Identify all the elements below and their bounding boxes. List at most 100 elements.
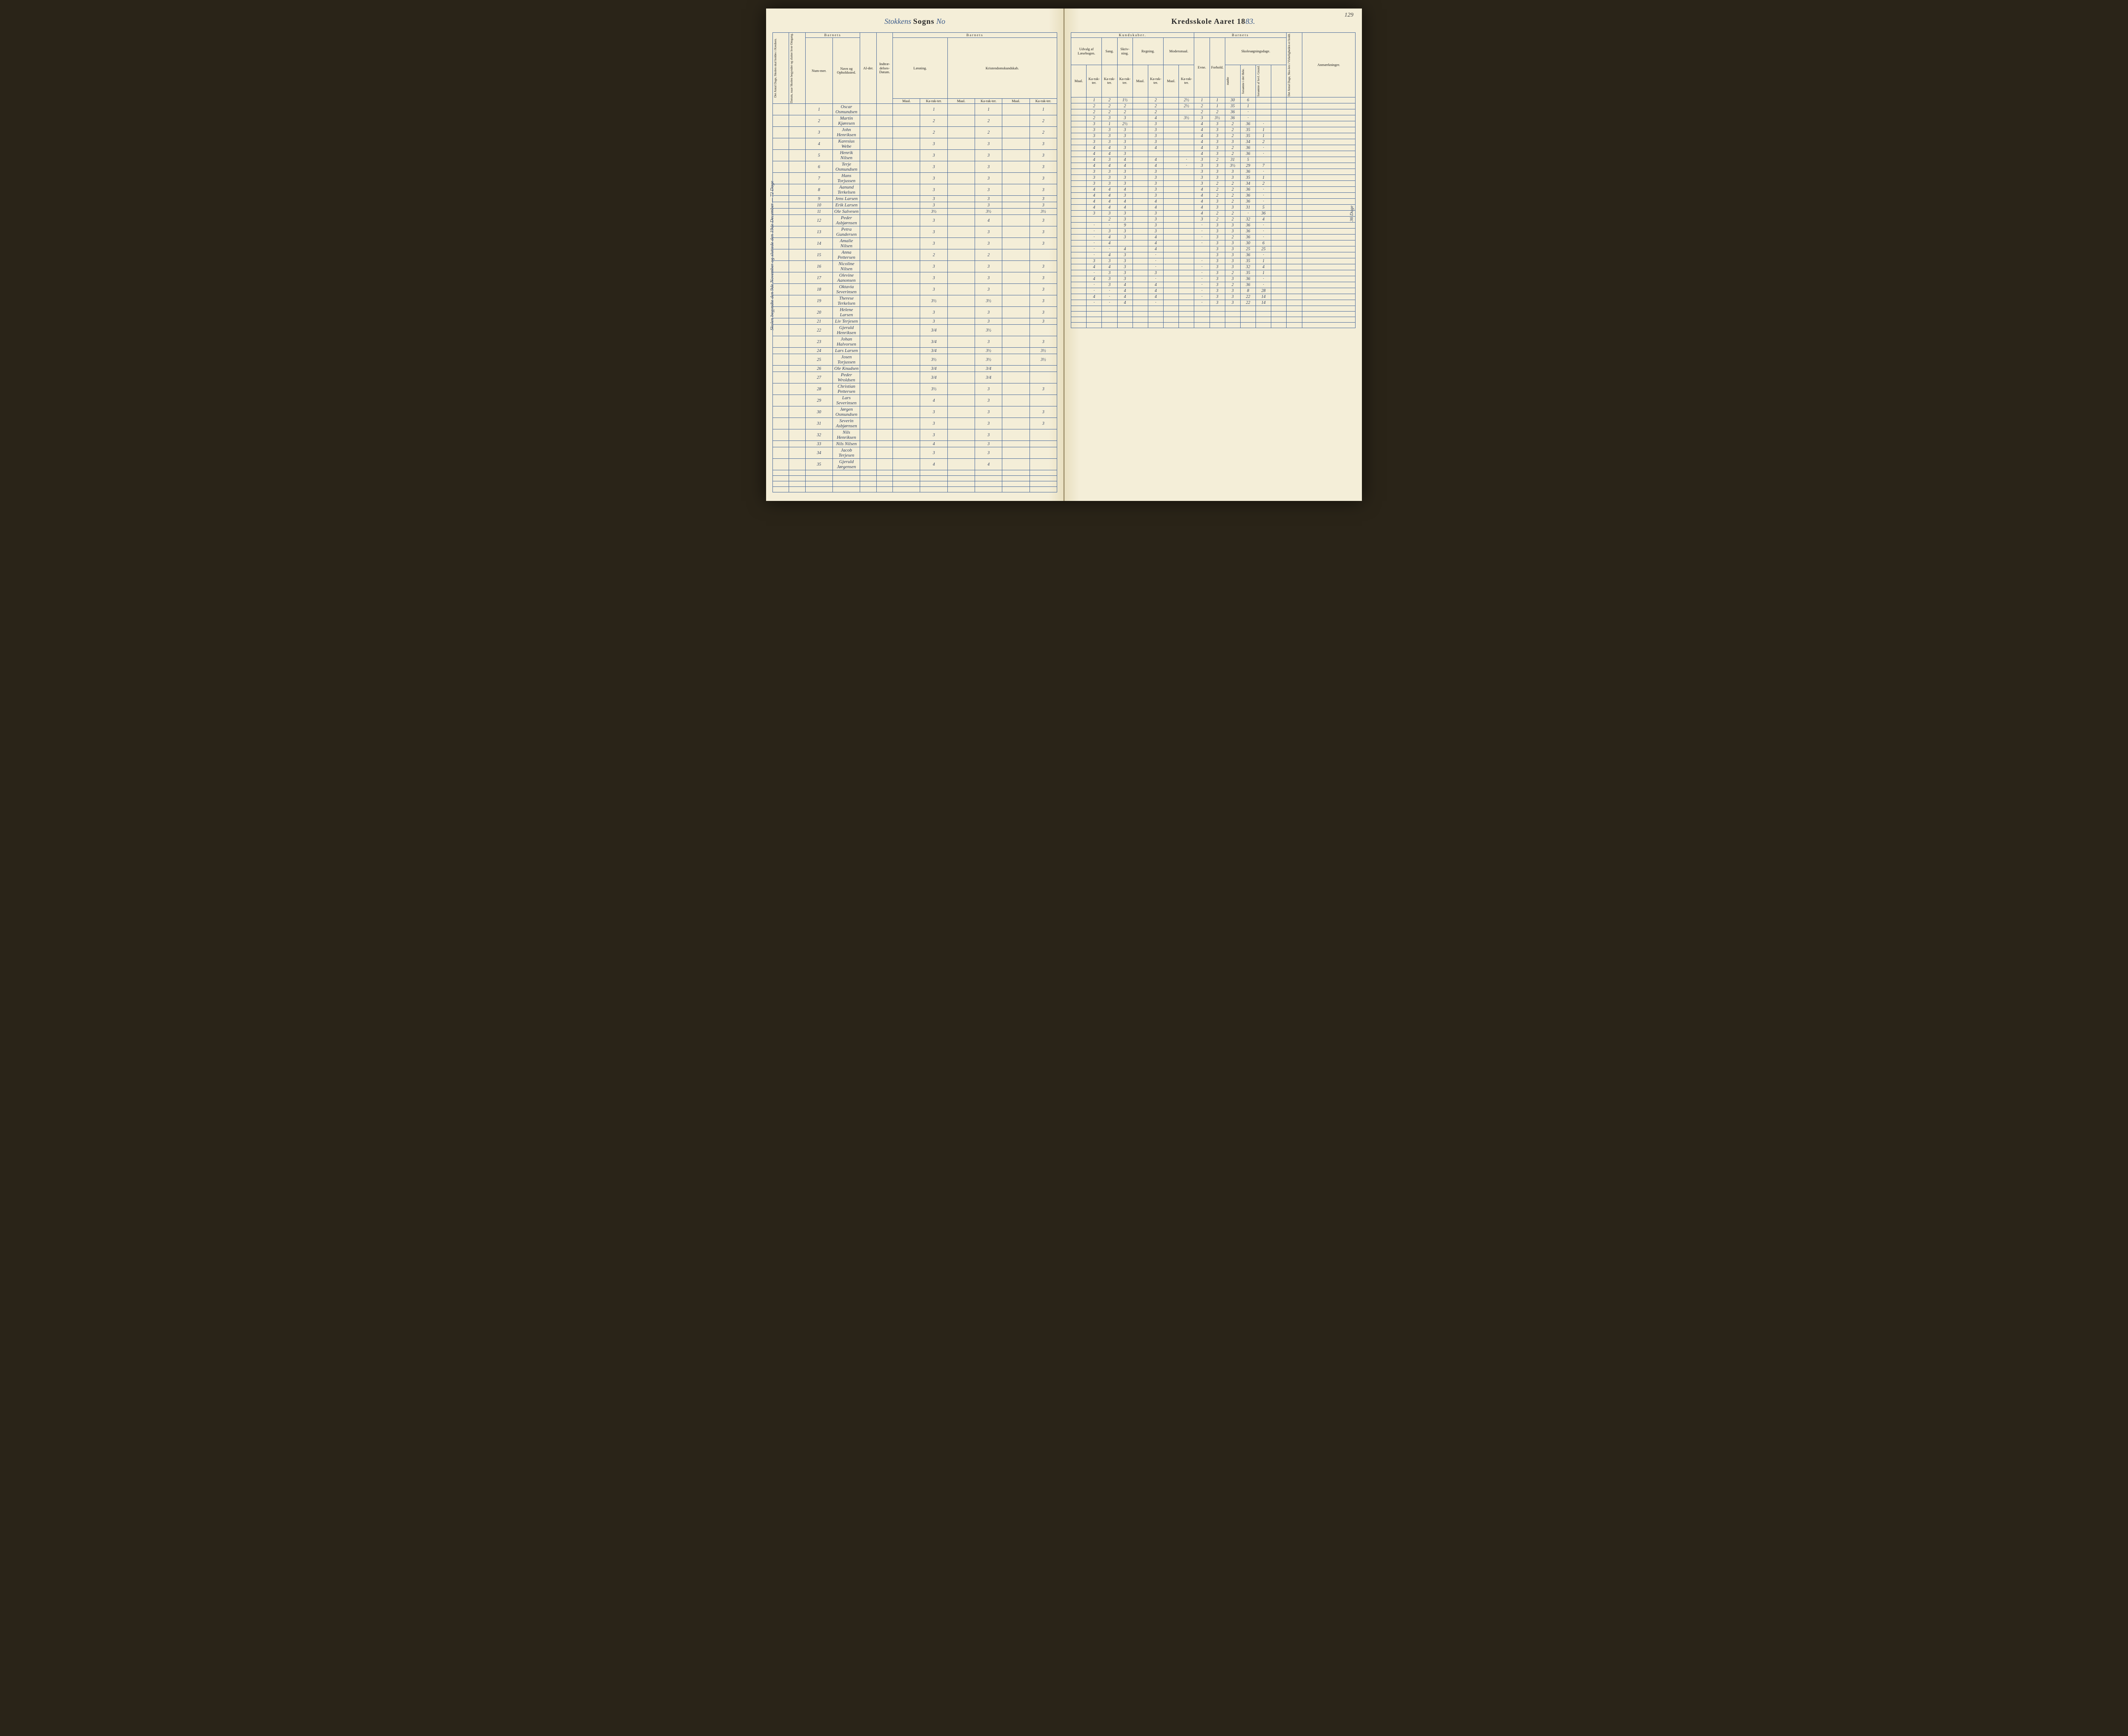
- table-row: 24Lars Larsen3/43½3½: [773, 348, 1057, 354]
- hdr-modte: mødte: [1226, 77, 1230, 85]
- table-row: 19Therese Terkelsen3½3½3: [773, 295, 1057, 307]
- table-row: 25Josen Torjussen3½3½3½: [773, 354, 1057, 366]
- left-table: Det Antal Dage, Skolen skal holdes i Kre…: [772, 32, 1057, 492]
- table-row: [773, 487, 1057, 492]
- table-row: 443342236·: [1071, 192, 1356, 198]
- table-row: 433··3336·: [1071, 276, 1356, 282]
- hdr-side-l2: Datum, naar Skolen begynder og slutter h…: [790, 33, 793, 103]
- table-row: 27Peder Wroldsen3/43/4: [773, 372, 1057, 383]
- hdr-kristen: Kristendomskundskab.: [947, 38, 1057, 99]
- page-number: 129: [1344, 12, 1353, 19]
- table-row: ·434·3236·: [1071, 234, 1356, 240]
- hdr-m-k: Ka-rak-ter.: [1179, 65, 1194, 97]
- table-row: 22222236·: [1071, 109, 1356, 115]
- left-page: Skolen begyndte den 9de November og slut…: [766, 9, 1064, 501]
- table-row: 28Christian Pettersen3½33: [773, 383, 1057, 395]
- hdr-kundskaber: Kundskaber.: [1071, 33, 1194, 38]
- hdr-forhold: Forhold.: [1210, 38, 1225, 97]
- table-row: 17Olevine Aanonsen333: [773, 272, 1057, 284]
- table-row: ·44·33306: [1071, 240, 1356, 246]
- table-row: 3333432351: [1071, 127, 1356, 133]
- hdr-indtr: Indtræ-delses-Datum.: [876, 33, 892, 104]
- hdr-side-l1: Det Antal Dage, Skolen skal holdes i Kre…: [774, 38, 777, 97]
- sogns-label: Sogns: [913, 17, 934, 26]
- no-suffix: No: [936, 17, 945, 26]
- hdr-barnets3: Barnets: [1194, 33, 1287, 38]
- hdr-side-r: Det Antal Dage, Sko-len i Virkeligheden …: [1287, 33, 1291, 97]
- table-row: 22222½21351: [1071, 103, 1356, 109]
- table-row: 6Terje Osmundsen333: [773, 161, 1057, 173]
- parish-name: Stokkens: [884, 17, 911, 26]
- table-row: 44343236·: [1071, 151, 1356, 157]
- table-row: 10Erik Larsen333: [773, 202, 1057, 209]
- hdr-sa-k: Ka-rak-ter.: [1102, 65, 1117, 97]
- table-row: 444342236·: [1071, 186, 1356, 192]
- hdr-t-m: Maal.: [1002, 99, 1030, 104]
- table-row: 20Helene Larsen333: [773, 307, 1057, 318]
- table-row: 3333333351: [1071, 174, 1356, 180]
- table-row: ·43·3336·: [1071, 252, 1356, 258]
- table-row: 333333336·: [1071, 169, 1356, 174]
- hdr-alder: Al-der.: [860, 33, 876, 104]
- table-row: ··44332525: [1071, 246, 1356, 252]
- table-row: 444443236·: [1071, 198, 1356, 204]
- right-title: Kredsskole Aaret 1883.: [1071, 17, 1356, 26]
- table-row: 3333322342: [1071, 180, 1356, 186]
- table-row: 14Amalie Nilsen333: [773, 238, 1057, 249]
- kredsskole-label: Kredsskole Aaret 18: [1171, 17, 1245, 26]
- hdr-anm: Anmærkninger.: [1302, 33, 1355, 97]
- hdr-barnets2: Barnets: [893, 33, 1057, 38]
- table-row: [1071, 322, 1356, 328]
- hdr-regning: Regning.: [1133, 38, 1163, 65]
- table-row: 233322324: [1071, 216, 1356, 222]
- table-row: 31Severin Asbjørnsen333: [773, 418, 1057, 429]
- table-row: 23Johan Halvorsen3/433: [773, 336, 1057, 348]
- table-row: 9Jens Larsen333: [773, 196, 1057, 202]
- hdr-moders: Modersmaal.: [1164, 38, 1194, 65]
- table-row: 4Karesius Webe333: [773, 138, 1057, 150]
- table-row: 11Ole Salvesen3½3½3½: [773, 209, 1057, 215]
- hdr-laesning: Læsning.: [893, 38, 948, 99]
- hdr-l-maal: Maal.: [893, 99, 920, 104]
- table-row: 121½22½11306: [1071, 97, 1356, 103]
- hdr-t-k: Ka-rak-ter.: [1030, 99, 1057, 104]
- hdr-barnets1: Barnets: [805, 33, 860, 38]
- table-row: 29Lars Severinsen43: [773, 395, 1057, 406]
- table-row: 4444433315: [1071, 204, 1356, 210]
- table-row: [773, 476, 1057, 481]
- table-row: 443443236·: [1071, 145, 1356, 151]
- table-row: 30Jørgen Osmundsen333: [773, 406, 1057, 418]
- left-margin-note: Skolen begyndte den 9de November og slut…: [769, 181, 775, 330]
- table-row: 22Gjeruld Henriksen3/43½: [773, 325, 1057, 336]
- table-row: ·333·32351: [1071, 270, 1356, 276]
- hdr-r-m: Maal.: [1133, 65, 1148, 97]
- hdr-r-k: Ka-rak-ter.: [1148, 65, 1163, 97]
- table-row: 34Jacob Terjesen33: [773, 447, 1057, 459]
- left-title: Stokkens Sogns No: [772, 17, 1057, 26]
- table-row: 3333432351: [1071, 133, 1356, 139]
- right-table: Kundskaber. Barnets Det Antal Dage, Sko-…: [1071, 32, 1356, 328]
- hdr-evne: Evne.: [1194, 38, 1210, 97]
- table-row: 3333433342: [1071, 139, 1356, 145]
- table-row: 4344·32315: [1071, 157, 1356, 163]
- table-row: 443··33324: [1071, 264, 1356, 270]
- table-row: 7Hans Torjussen333: [773, 173, 1057, 184]
- table-row: 18Oktavia Severinsen333: [773, 284, 1057, 295]
- table-row: 2Martin Kjøresen222: [773, 115, 1057, 127]
- table-row: [1071, 317, 1356, 322]
- table-row: [773, 470, 1057, 476]
- table-row: 5Henrik Nilsen333: [773, 150, 1057, 161]
- hdr-skoles: Skolesøgningsdage.: [1225, 38, 1287, 65]
- table-row: 33Nils Nilsen43: [773, 441, 1057, 447]
- table-row: 3333422·36: [1071, 210, 1356, 216]
- table-row: 4444·333½297: [1071, 163, 1356, 169]
- table-row: 8Aanund Terkelsen333: [773, 184, 1057, 196]
- right-page: 129 36 Dage Kredsskole Aaret 1883. Kunds…: [1064, 9, 1362, 501]
- table-row: 21Liv Terjesen333: [773, 318, 1057, 325]
- table-row: ··44·33828: [1071, 288, 1356, 294]
- hdr-b-m: Maal.: [947, 99, 975, 104]
- hdr-fors2: forsømte af lovl. Grund.: [1257, 66, 1260, 97]
- right-margin-note: 36 Dage: [1349, 206, 1354, 222]
- table-row: 12Peder Asbjørnsen343: [773, 215, 1057, 226]
- hdr-u-m: Maal.: [1071, 65, 1087, 97]
